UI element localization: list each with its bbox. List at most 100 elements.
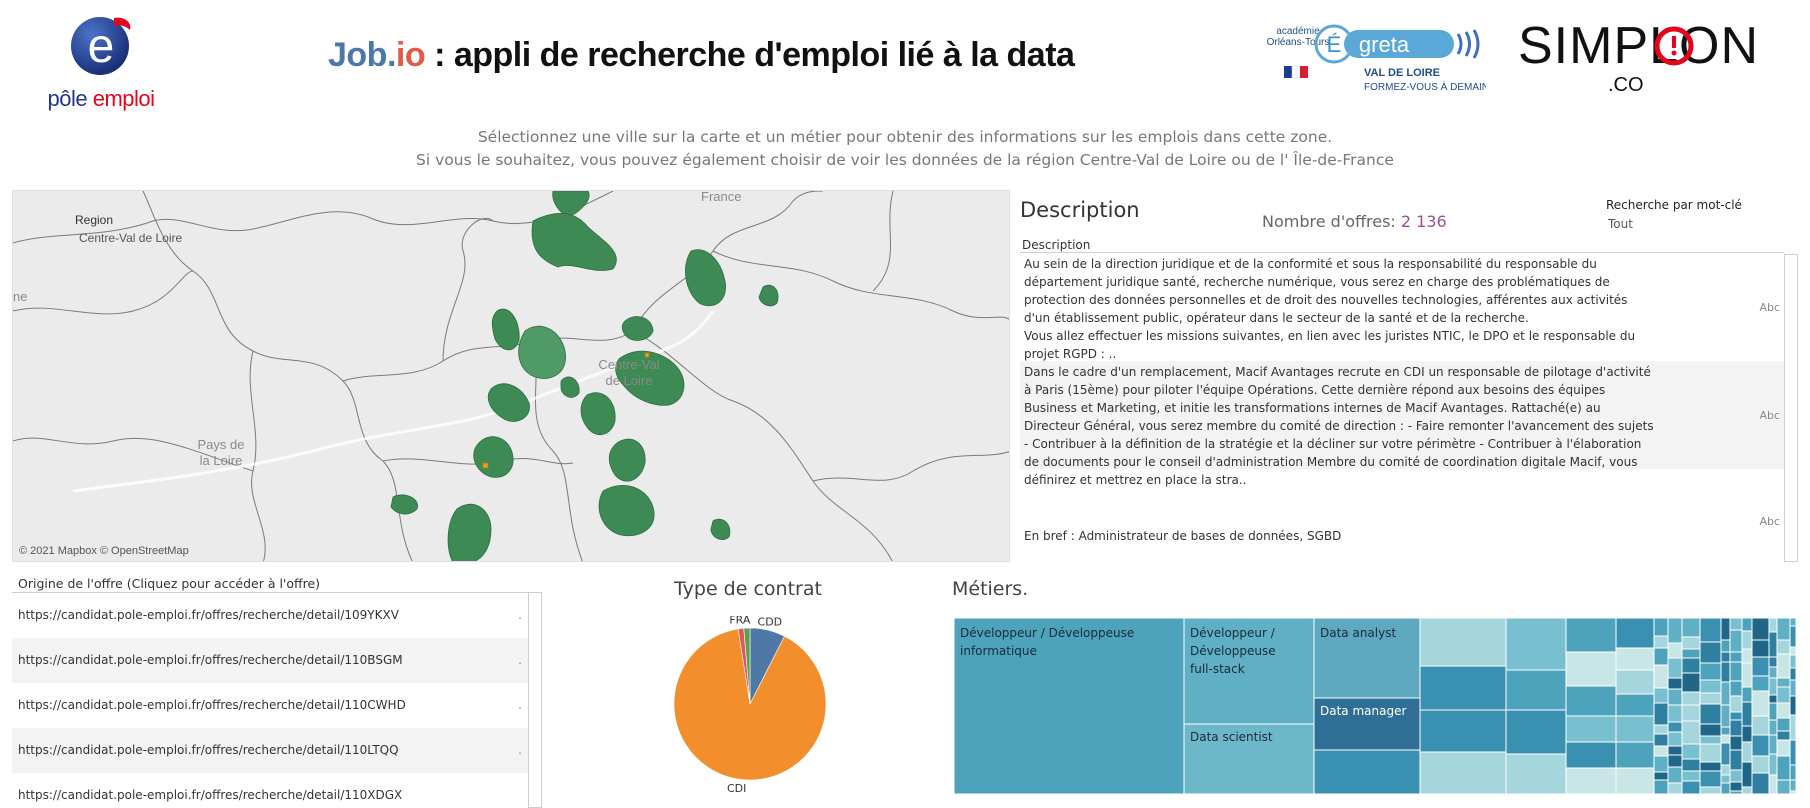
treemap-cell[interactable] xyxy=(1653,724,1669,735)
treemap-cell[interactable] xyxy=(1729,781,1743,792)
treemap-cell[interactable] xyxy=(1699,761,1722,772)
pie-slice-cdi[interactable] xyxy=(673,628,827,781)
treemap-cell[interactable] xyxy=(1729,711,1743,721)
keyword-filter[interactable]: Recherche par mot-clé Tout xyxy=(1606,198,1742,231)
treemap-cell[interactable] xyxy=(1653,647,1669,666)
treemap-cell[interactable] xyxy=(1667,766,1683,784)
treemap-cell[interactable] xyxy=(1729,749,1743,771)
treemap-cell[interactable] xyxy=(1667,617,1683,644)
treemap-cell[interactable] xyxy=(1768,719,1778,736)
offer-link-row[interactable]: https://candidat.pole-emploi.fr/offres/r… xyxy=(12,683,528,728)
treemap-cell[interactable] xyxy=(1699,641,1722,664)
treemap-cell[interactable] xyxy=(1699,770,1722,788)
treemap-cell[interactable] xyxy=(1681,780,1701,795)
treemap-cell[interactable] xyxy=(1699,703,1722,725)
treemap-cell[interactable] xyxy=(1776,779,1791,795)
treemap-cell[interactable] xyxy=(1768,631,1778,658)
treemap-cell[interactable] xyxy=(1615,767,1655,795)
jobs-treemap-canvas[interactable] xyxy=(953,617,1797,795)
treemap-cell[interactable] xyxy=(1615,715,1655,743)
treemap-cell[interactable] xyxy=(1729,651,1743,663)
treemap-cell[interactable] xyxy=(1776,653,1791,679)
treemap-cell[interactable] xyxy=(1720,774,1731,784)
treemap-cell[interactable] xyxy=(1615,693,1655,717)
treemap-cell[interactable] xyxy=(1789,646,1797,656)
treemap-cell[interactable] xyxy=(1667,782,1683,795)
treemap-cell[interactable] xyxy=(1615,741,1655,769)
treemap-cell[interactable] xyxy=(1653,687,1669,704)
treemap-cell-data-manager[interactable] xyxy=(1313,697,1421,751)
description-scrollbar[interactable] xyxy=(1784,254,1798,562)
treemap-cell[interactable] xyxy=(1419,617,1507,667)
map-attribution[interactable]: © 2021 Mapbox © OpenStreetMap xyxy=(19,545,189,557)
treemap-cell[interactable] xyxy=(1741,701,1753,727)
treemap-cell[interactable] xyxy=(1789,625,1797,648)
treemap-cell[interactable] xyxy=(1729,617,1743,631)
keyword-filter-value[interactable]: Tout xyxy=(1608,217,1633,231)
pie-slice-other[interactable] xyxy=(743,627,751,705)
treemap-cell[interactable] xyxy=(1720,639,1731,653)
treemap-cell[interactable] xyxy=(1729,735,1743,751)
offer-origin-scrollbar[interactable] xyxy=(528,592,542,808)
treemap-cell[interactable] xyxy=(1720,617,1731,641)
treemap-cell[interactable] xyxy=(1729,680,1743,697)
treemap-cell[interactable] xyxy=(1741,786,1753,795)
treemap-cell[interactable] xyxy=(1768,677,1778,696)
treemap-cell[interactable] xyxy=(1741,725,1753,743)
treemap-cell[interactable] xyxy=(1653,745,1669,757)
offer-link-row[interactable]: https://candidat.pole-emploi.fr/offres/r… xyxy=(12,638,528,683)
treemap-cell[interactable] xyxy=(1681,617,1701,638)
treemap-cell[interactable] xyxy=(1751,617,1770,641)
treemap-cell-data-scientist[interactable] xyxy=(1183,723,1315,795)
treemap-cell[interactable] xyxy=(1751,755,1770,774)
treemap-cell[interactable] xyxy=(1776,739,1791,757)
treemap-cell[interactable] xyxy=(1505,753,1567,795)
region-filter-value[interactable]: Centre-Val de Loire xyxy=(79,231,183,245)
treemap-cell[interactable] xyxy=(1751,690,1770,717)
treemap-cell-dev-fullstack[interactable] xyxy=(1183,617,1315,725)
region-filter[interactable]: Region Centre-Val de Loire xyxy=(75,213,182,245)
description-row[interactable]: En bref : Administrateur de bases de don… xyxy=(1020,469,1784,561)
treemap-cell[interactable] xyxy=(1667,754,1683,768)
offer-link[interactable]: https://candidat.pole-emploi.fr/offres/r… xyxy=(18,743,399,757)
treemap-cell[interactable] xyxy=(1699,679,1722,694)
treemap-cell[interactable] xyxy=(1565,741,1617,769)
treemap-cell[interactable] xyxy=(1681,720,1701,745)
treemap-cell[interactable] xyxy=(1729,695,1743,713)
treemap-cell[interactable] xyxy=(1653,664,1669,689)
treemap-cell[interactable] xyxy=(1776,617,1791,641)
map-canvas[interactable] xyxy=(13,191,1010,562)
treemap-cell-data-analyst[interactable] xyxy=(1313,617,1421,699)
treemap-cell[interactable] xyxy=(1681,636,1701,650)
offer-link[interactable]: https://candidat.pole-emploi.fr/offres/r… xyxy=(18,608,399,622)
treemap-cell[interactable] xyxy=(1699,735,1722,745)
treemap-cell[interactable] xyxy=(1789,790,1797,795)
treemap-cell[interactable] xyxy=(1699,723,1722,737)
treemap-cell[interactable] xyxy=(1667,731,1683,747)
treemap-cell[interactable] xyxy=(1505,669,1567,711)
treemap-cell[interactable] xyxy=(1776,702,1791,719)
treemap-cell[interactable] xyxy=(1789,654,1797,669)
treemap-cell[interactable] xyxy=(1720,764,1731,776)
treemap-cell[interactable] xyxy=(1789,667,1797,681)
treemap-cell[interactable] xyxy=(1751,734,1770,757)
treemap-cell[interactable] xyxy=(1751,675,1770,692)
treemap-cell[interactable] xyxy=(1653,733,1669,747)
job-map[interactable]: France Centre-Val de Loire Pays de la Lo… xyxy=(12,190,1010,562)
treemap-cell[interactable] xyxy=(1789,679,1797,697)
treemap-cell[interactable] xyxy=(1789,695,1797,716)
treemap-cell-dev-informatique[interactable] xyxy=(953,617,1185,795)
treemap-cell[interactable] xyxy=(1699,786,1722,795)
treemap-cell[interactable] xyxy=(1653,771,1669,781)
treemap-cell[interactable] xyxy=(1681,770,1701,782)
treemap-cell[interactable] xyxy=(1681,704,1701,722)
treemap-cell[interactable] xyxy=(1776,677,1791,688)
treemap-cell[interactable] xyxy=(1751,772,1770,795)
treemap-cell[interactable] xyxy=(1741,761,1753,788)
treemap-cell[interactable] xyxy=(1768,666,1778,679)
treemap-cell[interactable] xyxy=(1653,617,1669,637)
treemap-cell[interactable] xyxy=(1653,635,1669,649)
treemap-cell[interactable] xyxy=(1741,630,1753,650)
treemap-cell[interactable] xyxy=(1615,669,1655,695)
treemap-cell[interactable] xyxy=(1419,751,1507,795)
